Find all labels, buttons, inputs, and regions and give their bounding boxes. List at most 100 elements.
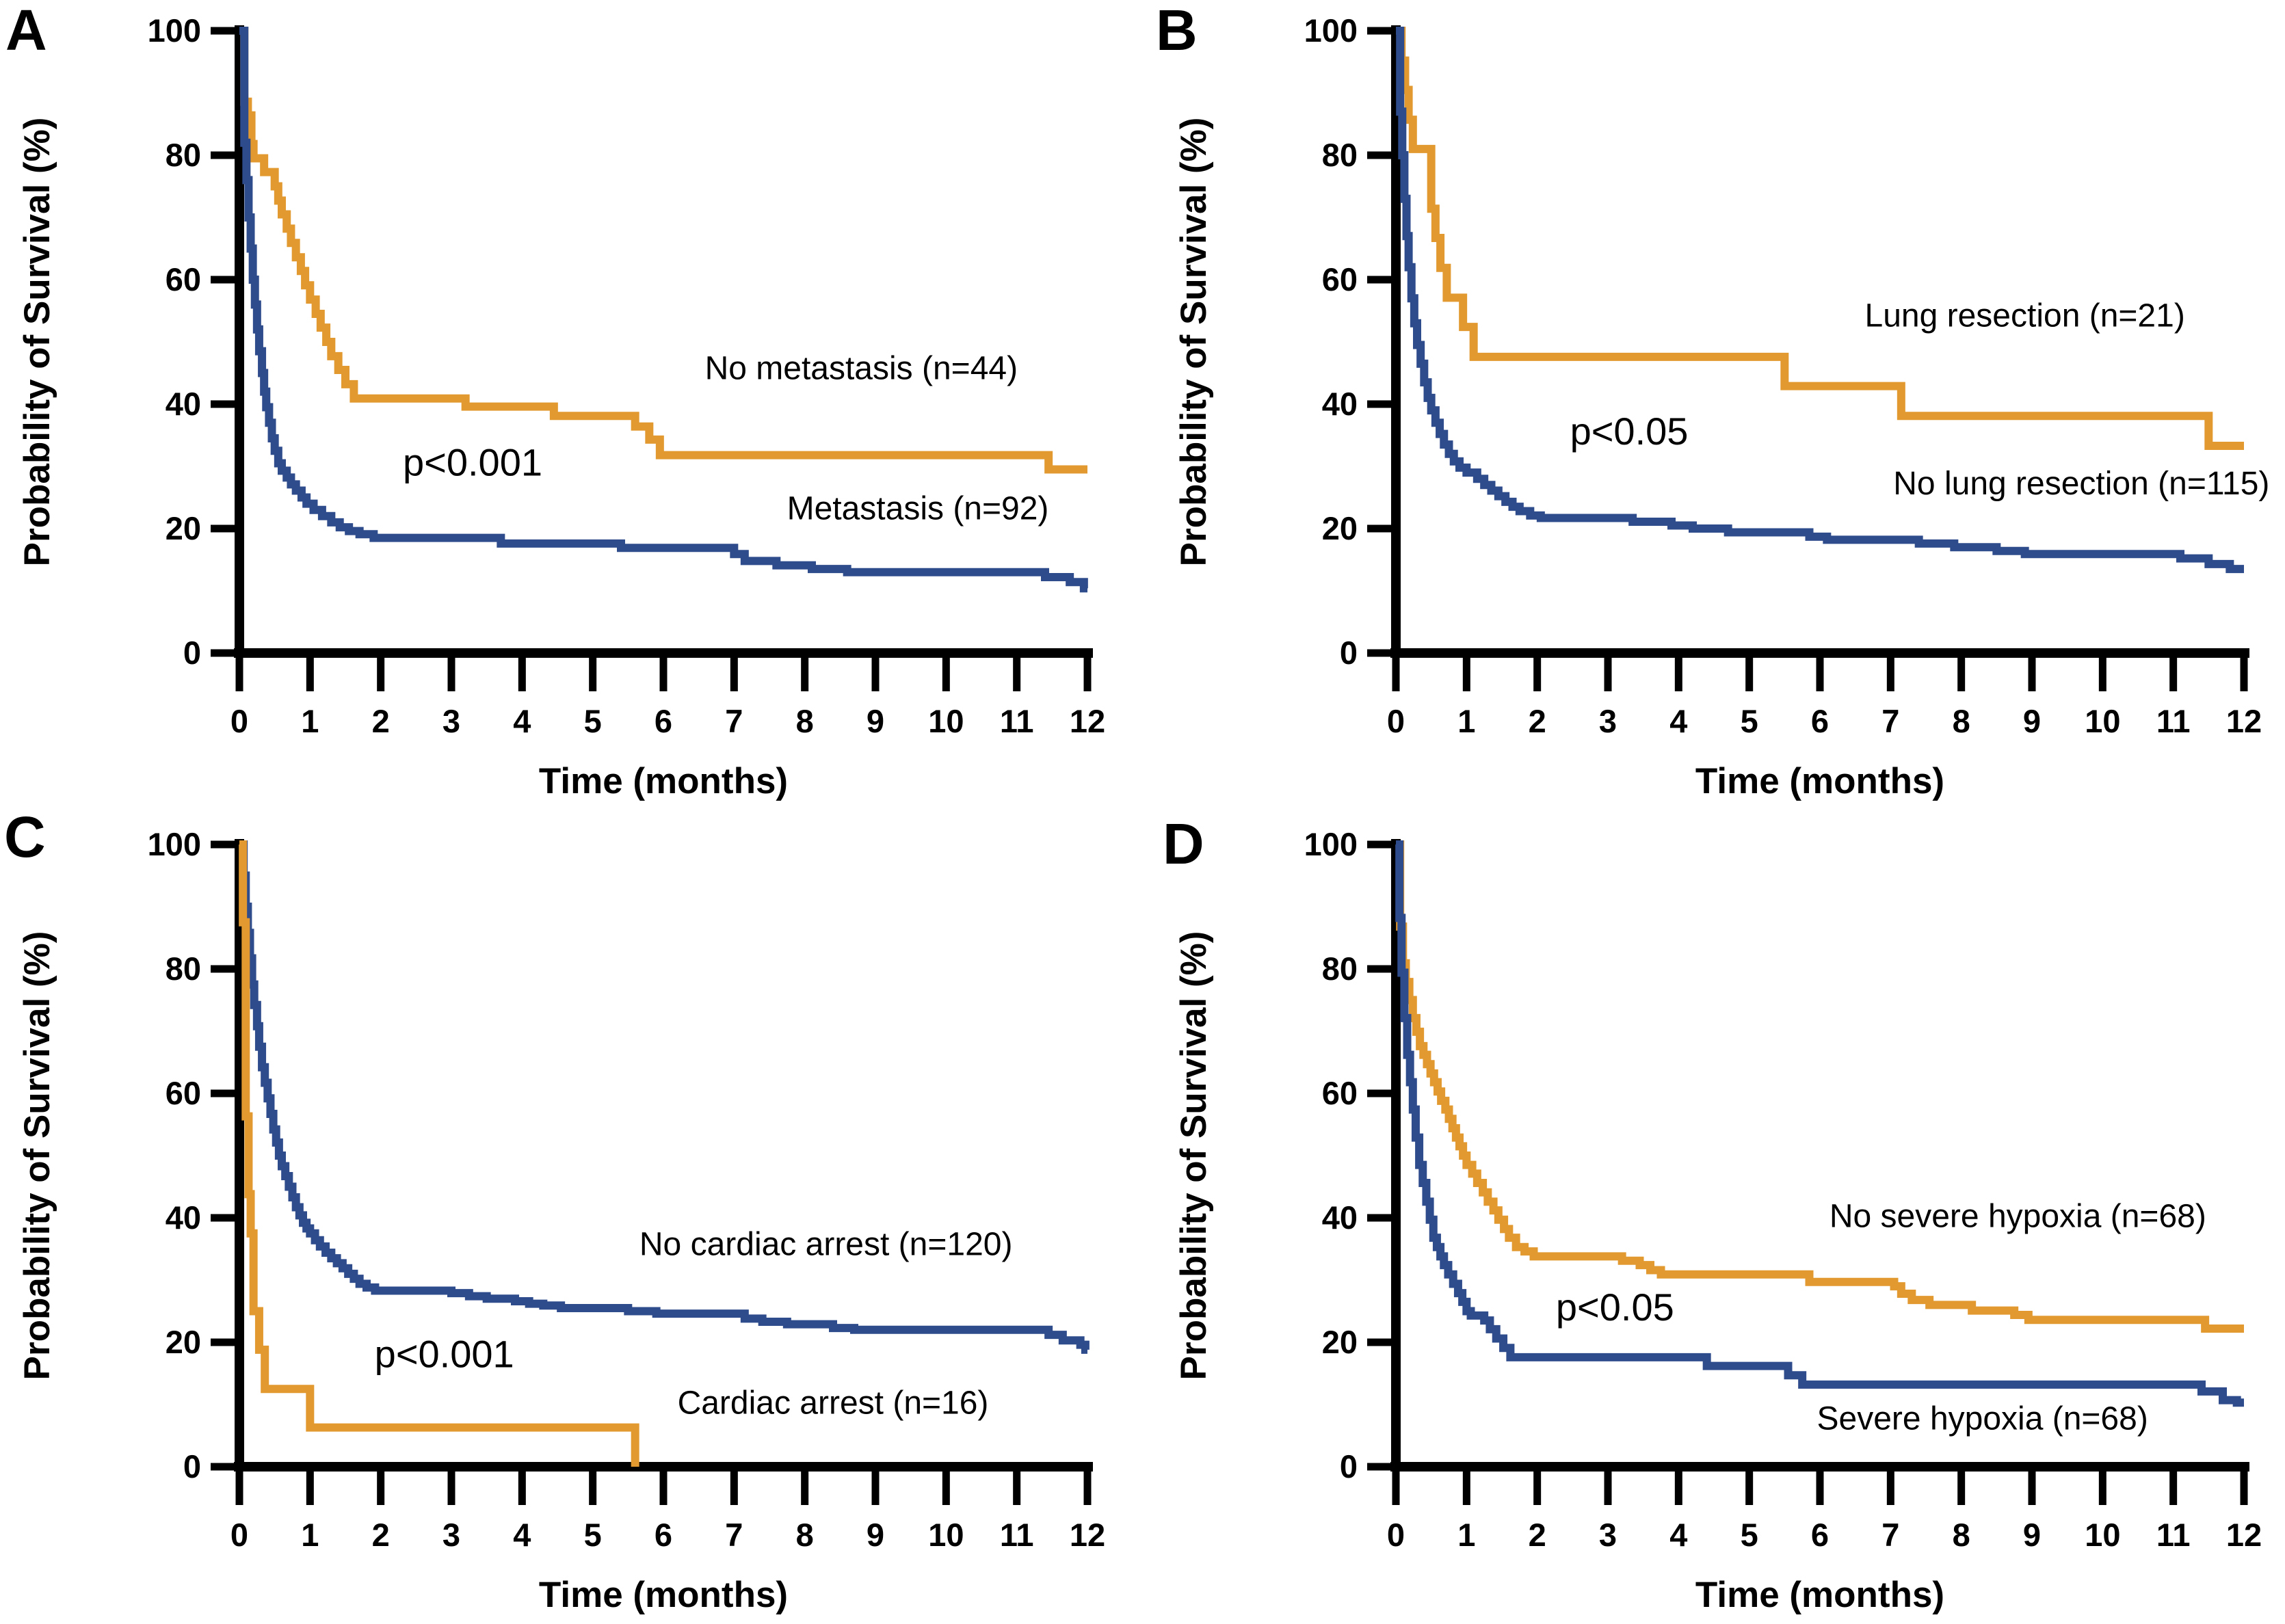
x-tick-label: 10 [2085, 703, 2120, 739]
y-tick-label: 20 [166, 510, 201, 546]
curve-no-cardiac-arrest-n-120 [239, 840, 1089, 1354]
x-tick-label: 3 [1599, 1517, 1617, 1553]
x-tick-label: 2 [372, 703, 390, 739]
y-tick-label: 60 [166, 1075, 201, 1111]
x-tick-label: 0 [230, 703, 248, 739]
x-tick-label: 7 [725, 1517, 743, 1553]
x-axis-title: Time (months) [1695, 1575, 1944, 1615]
x-tick-label: 10 [928, 703, 964, 739]
curve-no-metastasis-n-44 [239, 27, 1087, 474]
x-tick-label: 3 [443, 1517, 460, 1553]
x-tick-label: 7 [1881, 1517, 1899, 1553]
x-tick-label: 5 [584, 1517, 602, 1553]
y-axis-title: Probability of Survival (%) [1174, 118, 1214, 567]
x-tick-label: 10 [2085, 1517, 2120, 1553]
y-tick-label: 80 [1322, 137, 1358, 173]
x-tick-label: 5 [584, 703, 602, 739]
x-tick-label: 2 [1529, 703, 1546, 739]
panel-label-a: A [5, 0, 47, 62]
series-label-no-cardiac-arrest-n-120: No cardiac arrest (n=120) [639, 1227, 1013, 1263]
curve-no-lung-resection-n-115 [1396, 27, 2244, 574]
x-tick-label: 11 [2156, 1517, 2191, 1553]
x-tick-label: 0 [230, 1517, 248, 1553]
curve-cardiac-arrest-n-16 [239, 840, 639, 1467]
x-tick-label: 9 [2023, 1517, 2041, 1553]
x-tick-label: 3 [443, 703, 460, 739]
series-label-no-severe-hypoxia-n-68: No severe hypoxia (n=68) [1830, 1199, 2206, 1235]
x-tick-label: 4 [1669, 1517, 1687, 1553]
y-tick-label: 60 [1322, 1075, 1358, 1111]
panel-label-d: D [1163, 812, 1204, 876]
y-tick-label: 0 [1340, 635, 1358, 671]
x-tick-label: 8 [1953, 1517, 1970, 1553]
x-tick-label: 6 [655, 1517, 672, 1553]
curve-lung-resection-n-21 [1396, 27, 2244, 450]
x-tick-label: 8 [796, 1517, 814, 1553]
y-tick-label: 100 [148, 826, 201, 862]
p-value-label: p<0.001 [403, 441, 542, 484]
x-tick-label: 11 [2156, 703, 2191, 739]
x-tick-label: 1 [301, 703, 319, 739]
panel-label-b: B [1156, 0, 1198, 62]
x-tick-label: 5 [1741, 1517, 1758, 1553]
y-tick-label: 100 [1304, 12, 1358, 49]
y-tick-label: 40 [166, 386, 201, 422]
x-tick-label: 0 [1387, 703, 1405, 739]
x-tick-label: 2 [372, 1517, 390, 1553]
x-tick-label: 11 [1000, 1517, 1034, 1553]
x-tick-label: 7 [725, 703, 743, 739]
panel-label-c: C [4, 805, 46, 869]
series-label-severe-hypoxia-n-68: Severe hypoxia (n=68) [1817, 1400, 2148, 1437]
y-axis-title: Probability of Survival (%) [17, 118, 57, 567]
x-tick-label: 5 [1741, 703, 1758, 739]
curve-no-severe-hypoxia-n-68 [1396, 840, 2244, 1333]
p-value-label: p<0.05 [1556, 1286, 1674, 1329]
x-tick-label: 1 [1457, 1517, 1475, 1553]
x-axis-title: Time (months) [1695, 761, 1944, 801]
x-tick-label: 8 [1953, 703, 1970, 739]
x-tick-label: 12 [2226, 1517, 2262, 1553]
y-tick-label: 80 [1322, 950, 1358, 987]
y-tick-label: 40 [1322, 386, 1358, 422]
x-tick-label: 9 [2023, 703, 2041, 739]
x-tick-label: 12 [1070, 703, 1105, 739]
y-tick-label: 40 [1322, 1199, 1358, 1236]
x-tick-label: 9 [867, 1517, 884, 1553]
x-tick-label: 9 [867, 703, 884, 739]
y-tick-label: 80 [166, 950, 201, 987]
x-tick-label: 3 [1599, 703, 1617, 739]
series-label-no-metastasis-n-44: No metastasis (n=44) [705, 351, 1018, 387]
y-tick-label: 20 [1322, 1324, 1358, 1360]
series-label-no-lung-resection-n-115: No lung resection (n=115) [1893, 466, 2269, 502]
series-label-lung-resection-n-21: Lung resection (n=21) [1865, 297, 2185, 334]
x-tick-label: 6 [1811, 1517, 1829, 1553]
p-value-label: p<0.001 [375, 1332, 514, 1375]
x-tick-label: 1 [301, 1517, 319, 1553]
x-tick-label: 4 [1669, 703, 1687, 739]
y-axis-title: Probability of Survival (%) [1174, 931, 1214, 1381]
x-axis-title: Time (months) [539, 1575, 788, 1615]
y-tick-label: 100 [148, 12, 201, 49]
y-tick-label: 100 [1304, 826, 1358, 862]
x-tick-label: 4 [513, 703, 531, 739]
x-tick-label: 0 [1387, 1517, 1405, 1553]
series-label-cardiac-arrest-n-16: Cardiac arrest (n=16) [678, 1385, 989, 1422]
x-tick-label: 6 [1811, 703, 1829, 739]
y-tick-label: 0 [183, 635, 201, 671]
x-tick-label: 10 [928, 1517, 964, 1553]
x-axis-title: Time (months) [539, 761, 788, 801]
x-tick-label: 12 [2226, 703, 2262, 739]
y-tick-label: 40 [166, 1199, 201, 1236]
y-tick-label: 0 [1340, 1448, 1358, 1485]
x-tick-label: 7 [1881, 703, 1899, 739]
series-label-metastasis-n-92: Metastasis (n=92) [787, 490, 1049, 527]
y-tick-label: 20 [1322, 510, 1358, 546]
x-tick-label: 4 [513, 1517, 531, 1553]
x-tick-label: 8 [796, 703, 814, 739]
y-tick-label: 0 [183, 1448, 201, 1485]
x-tick-label: 11 [1000, 703, 1034, 739]
x-tick-label: 12 [1070, 1517, 1105, 1553]
